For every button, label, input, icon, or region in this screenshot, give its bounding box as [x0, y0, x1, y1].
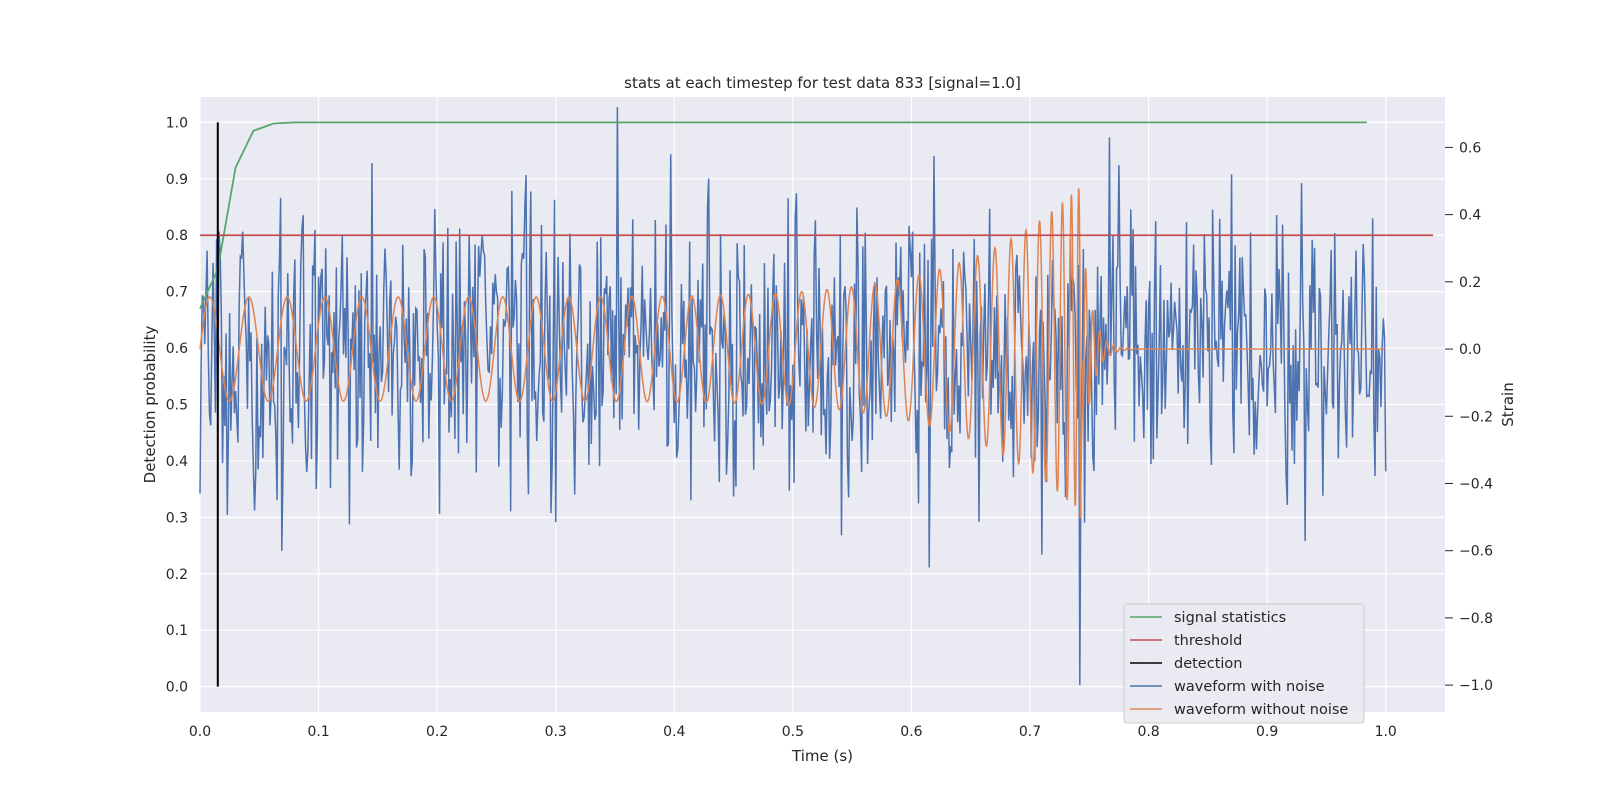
x-tick-label: 0.8	[1137, 724, 1159, 740]
legend-box	[1123, 603, 1365, 724]
x-tick-label: 0.1	[307, 724, 329, 740]
y-left-tick-label: 1.0	[166, 115, 188, 131]
ticks-layer: 0.0 0.1 0.2 0.3 0.4 0.5 0.6 0.7 0.8 0.9 1.0 0.0 0.1 0…	[166, 115, 1493, 740]
y-left-tick-label: 0.0	[166, 680, 188, 696]
y-right-tick-label: −0.4	[1459, 476, 1493, 492]
legend: signal statistics threshold detection wa…	[1123, 603, 1365, 724]
legend-label-signal-statistics: signal statistics	[1174, 610, 1286, 626]
legend-label-threshold: threshold	[1174, 633, 1242, 649]
legend-label-detection: detection	[1174, 656, 1242, 672]
x-axis-label: Time (s)	[791, 747, 853, 765]
x-tick-label: 0.7	[1019, 724, 1041, 740]
legend-label-waveform-with-noise: waveform with noise	[1174, 679, 1325, 695]
y-right-tick-label: −1.0	[1459, 678, 1493, 694]
y-right-tick-label: −0.6	[1459, 544, 1493, 560]
y-left-tick-label: 0.1	[166, 623, 188, 639]
y-right-tick-label: −0.8	[1459, 611, 1493, 627]
y-right-tick-label: 0.0	[1459, 342, 1481, 358]
y-left-tick-label: 0.4	[166, 454, 188, 470]
x-tick-label: 0.4	[663, 724, 685, 740]
x-tick-label: 0.2	[426, 724, 448, 740]
series-waveform-with-noise	[199, 107, 1387, 686]
y-left-tick-label: 0.3	[166, 510, 188, 526]
y-left-tick-label: 0.7	[166, 285, 188, 301]
series-waveform-without-noise	[199, 188, 1386, 519]
legend-label-waveform-without-noise: waveform without noise	[1174, 702, 1348, 718]
x-tick-label: 1.0	[1375, 724, 1397, 740]
x-tick-label: 0.3	[545, 724, 567, 740]
series-signal-statistics	[199, 121, 1367, 309]
y-left-tick-label: 0.2	[166, 567, 188, 583]
y-axis-label-right: Strain	[1499, 382, 1517, 426]
y-left-tick-label: 0.6	[166, 341, 188, 357]
x-tick-label: 0.9	[1256, 724, 1278, 740]
y-right-tick-label: 0.6	[1459, 140, 1481, 156]
y-right-tick-label: 0.4	[1459, 208, 1481, 224]
series-layer	[199, 107, 1434, 687]
x-tick-label: 0.6	[900, 724, 922, 740]
y-axis-label-left: Detection probability	[141, 326, 159, 484]
x-tick-label: 0.5	[782, 724, 804, 740]
x-tick-label: 0.0	[189, 724, 211, 740]
y-left-tick-label: 0.9	[166, 172, 188, 188]
y-right-tick-label: −0.2	[1459, 409, 1493, 425]
y-left-tick-label: 0.5	[166, 398, 188, 414]
y-right-tick-label: 0.2	[1459, 275, 1481, 291]
chart-title: stats at each timestep for test data 833…	[624, 74, 1021, 92]
y-left-tick-label: 0.8	[166, 228, 188, 244]
